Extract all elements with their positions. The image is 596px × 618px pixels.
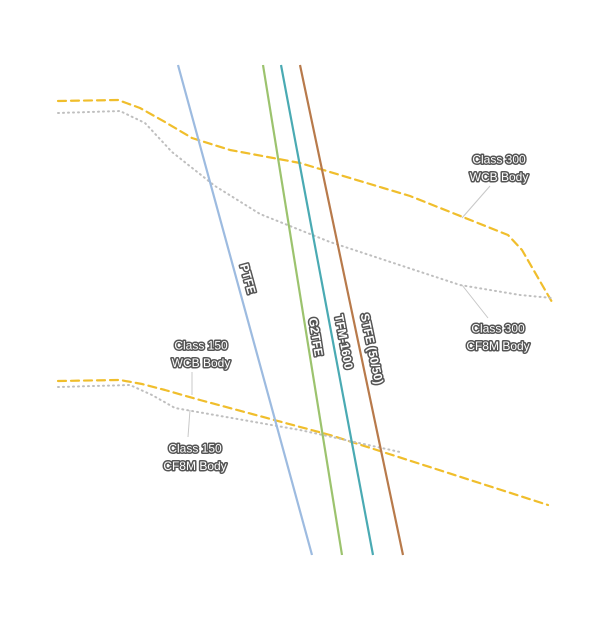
body-label-class-150-wcb-body: Class 150 WCB Body: [172, 339, 231, 370]
leader-class-150-cf8m-body: [187, 409, 191, 438]
body-label-line: Class 150: [174, 339, 228, 353]
body-label-class-150-cf8m-body: Class 150 CF8M Body: [163, 442, 226, 473]
body-label-line: WCB Body: [172, 356, 231, 370]
seat-rating-lines: [176, 64, 405, 556]
body-line-class-150-cf8m-body: [57, 384, 401, 453]
body-label-class-300-wcb-body: Class 300 WCB Body: [470, 153, 529, 184]
body-line-class-300-cf8m-body: [57, 110, 553, 299]
body-label-line: CF8M Body: [163, 459, 226, 473]
body-line-class-150-wcb-body: [56, 378, 550, 507]
leader-class-300-cf8m-body: [461, 284, 489, 319]
leader-class-300-wcb-body: [461, 185, 491, 219]
body-rating-lines: [56, 98, 554, 507]
body-label-line: WCB Body: [470, 170, 529, 184]
seat-label-stfe-50-50: STFE (50/50): [358, 312, 387, 385]
body-label-line: Class 150: [168, 442, 222, 456]
seat-line-g2tfe: [261, 64, 344, 556]
body-line-class-300-wcb-body: [56, 98, 554, 304]
seat-line-tfm-1600: [279, 64, 375, 556]
seat-label-tfm-1600: TFM-1600: [332, 313, 356, 370]
body-label-line: Class 300: [471, 322, 525, 336]
body-label-class-300-cf8m-body: Class 300 CF8M Body: [466, 322, 529, 353]
seat-line-ptfe: [176, 64, 314, 556]
body-label-line: CF8M Body: [466, 339, 529, 353]
label-leader-lines: [187, 185, 491, 438]
body-label-line: Class 300: [472, 153, 526, 167]
seat-line-stfe-50-50: [298, 64, 405, 556]
